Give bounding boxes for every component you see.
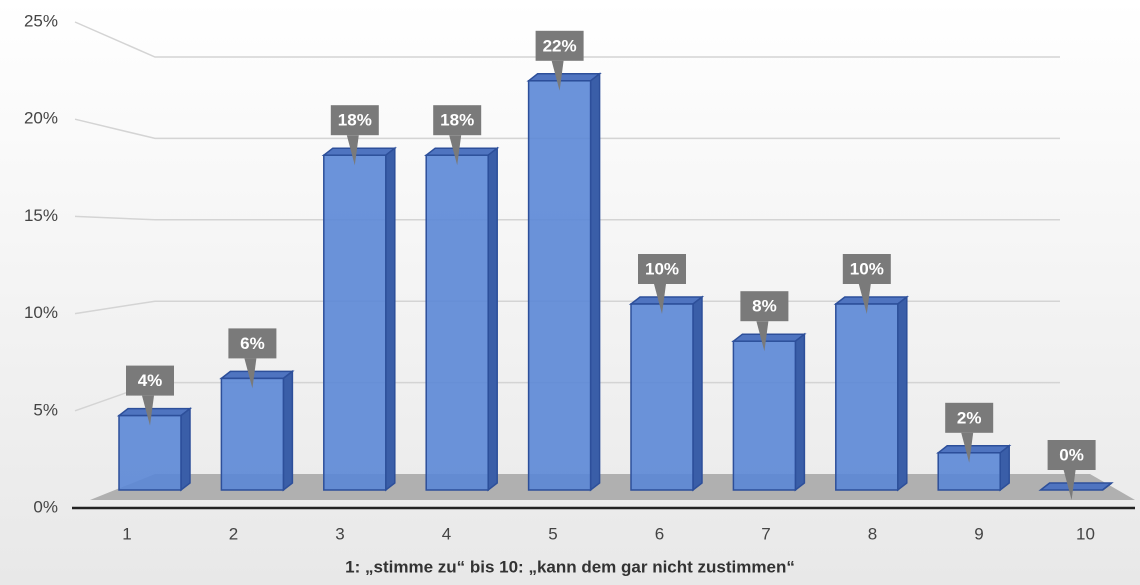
bar-side [282, 369, 294, 492]
label-pointer [1063, 470, 1076, 500]
bar-top [1038, 482, 1114, 491]
bar-top [833, 296, 909, 305]
bar-side [487, 146, 498, 492]
y-tick-label: 10% [24, 303, 58, 322]
bar-side [794, 332, 806, 492]
data-label: 22% [543, 36, 577, 55]
label-box [535, 30, 584, 61]
y-tick-label: 15% [24, 206, 58, 225]
label-pointer [244, 358, 257, 389]
data-label: 18% [440, 111, 474, 130]
bar [425, 154, 489, 491]
bar-side [999, 444, 1010, 492]
y-tick-label: 5% [33, 400, 58, 419]
label-pointer [346, 135, 359, 166]
label-box [228, 328, 277, 359]
bar-top [628, 296, 705, 305]
x-tick-label: 7 [761, 524, 770, 543]
bar-side [1102, 482, 1113, 491]
bar-side [692, 295, 703, 492]
bar-top [936, 445, 1012, 454]
bar-top [424, 147, 500, 156]
bar [220, 377, 285, 491]
bar-side [897, 295, 908, 492]
y-tick-label: 0% [33, 497, 58, 516]
x-tick-label: 5 [548, 524, 557, 543]
label-pointer [449, 135, 462, 166]
x-tick-label: 1 [122, 524, 131, 543]
label-box [842, 254, 891, 284]
label-box [740, 291, 789, 322]
bar-top [526, 73, 602, 82]
label-pointer [961, 432, 974, 463]
data-label: 2% [957, 408, 982, 427]
bar [835, 303, 899, 491]
bar [118, 414, 182, 491]
y-tick-label: 20% [24, 109, 58, 128]
data-label: 8% [752, 297, 777, 316]
label-pointer [551, 60, 564, 91]
bar-top [321, 147, 397, 156]
x-tick-label: 6 [655, 524, 664, 543]
bar [732, 340, 797, 491]
bar-side [589, 72, 601, 492]
data-label: 10% [850, 259, 884, 278]
label-pointer [756, 321, 769, 352]
bar [630, 303, 694, 491]
x-tick-label: 8 [868, 524, 877, 543]
bar-top [219, 370, 295, 380]
y-tick-label: 25% [24, 11, 58, 30]
bar-side [385, 146, 396, 492]
grid-line [74, 21, 1060, 58]
label-box [638, 254, 686, 284]
grid-line [74, 215, 1060, 221]
label-pointer [654, 284, 666, 314]
label-box [945, 402, 994, 433]
bar-top [731, 333, 807, 342]
data-label: 4% [138, 371, 163, 390]
label-box [1047, 440, 1096, 470]
bar [323, 154, 387, 491]
x-axis-label: 1: „stimme zu“ bis 10: „kann dem gar nic… [345, 557, 795, 576]
bar [527, 80, 592, 491]
x-tick-label: 10 [1076, 524, 1095, 543]
label-pointer [142, 395, 154, 426]
label-box [330, 105, 379, 136]
x-tick-label: 2 [229, 524, 238, 543]
data-label: 18% [338, 111, 372, 130]
label-pointer [858, 284, 871, 314]
bar-side [180, 407, 191, 492]
label-box [433, 105, 482, 136]
data-label: 6% [240, 334, 265, 353]
x-tick-label: 3 [335, 524, 344, 543]
x-tick-label: 4 [442, 524, 451, 543]
data-label: 0% [1059, 445, 1084, 464]
x-tick-label: 9 [974, 524, 983, 543]
data-label: 10% [645, 259, 679, 278]
label-box [126, 365, 174, 396]
grid-line [74, 118, 1060, 140]
bar-top [116, 407, 193, 417]
